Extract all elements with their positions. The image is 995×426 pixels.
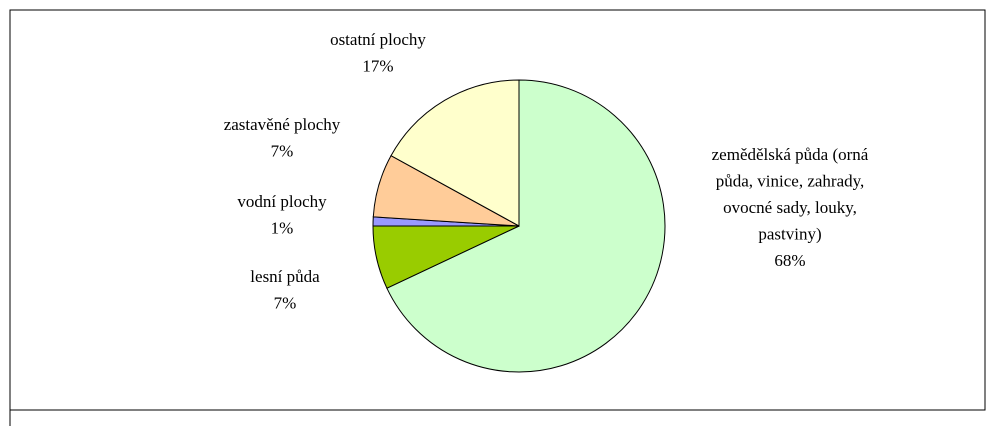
pie-slice <box>390 79 520 227</box>
value-label: 17% <box>362 57 393 76</box>
slice-label: ostatní plochy <box>330 30 426 49</box>
label-line: půda, vinice, zahrady, <box>716 172 865 191</box>
label-line: zemědělská půda (orná <box>712 145 869 164</box>
pie-slice <box>386 79 666 373</box>
slice-label: zastavěné plochy <box>224 115 341 134</box>
value-label: 68% <box>774 251 805 270</box>
value-label: 7% <box>271 142 294 161</box>
label-line: ovocné sady, louky, <box>723 198 857 217</box>
slice-label: zemědělská půda (orná půda, vinice, zahra… <box>712 145 869 244</box>
slice-label: lesní půda <box>250 267 320 286</box>
label-line: lesní půda <box>250 267 320 286</box>
slice-label: vodní plochy <box>237 192 327 211</box>
label-line: zastavěné plochy <box>224 115 341 134</box>
label-line: vodní plochy <box>237 192 327 211</box>
value-label: 1% <box>271 219 294 238</box>
label-line: ostatní plochy <box>330 30 426 49</box>
chart-frame <box>9 9 986 426</box>
label-line: pastviny) <box>758 225 821 244</box>
value-label: 7% <box>274 294 297 313</box>
